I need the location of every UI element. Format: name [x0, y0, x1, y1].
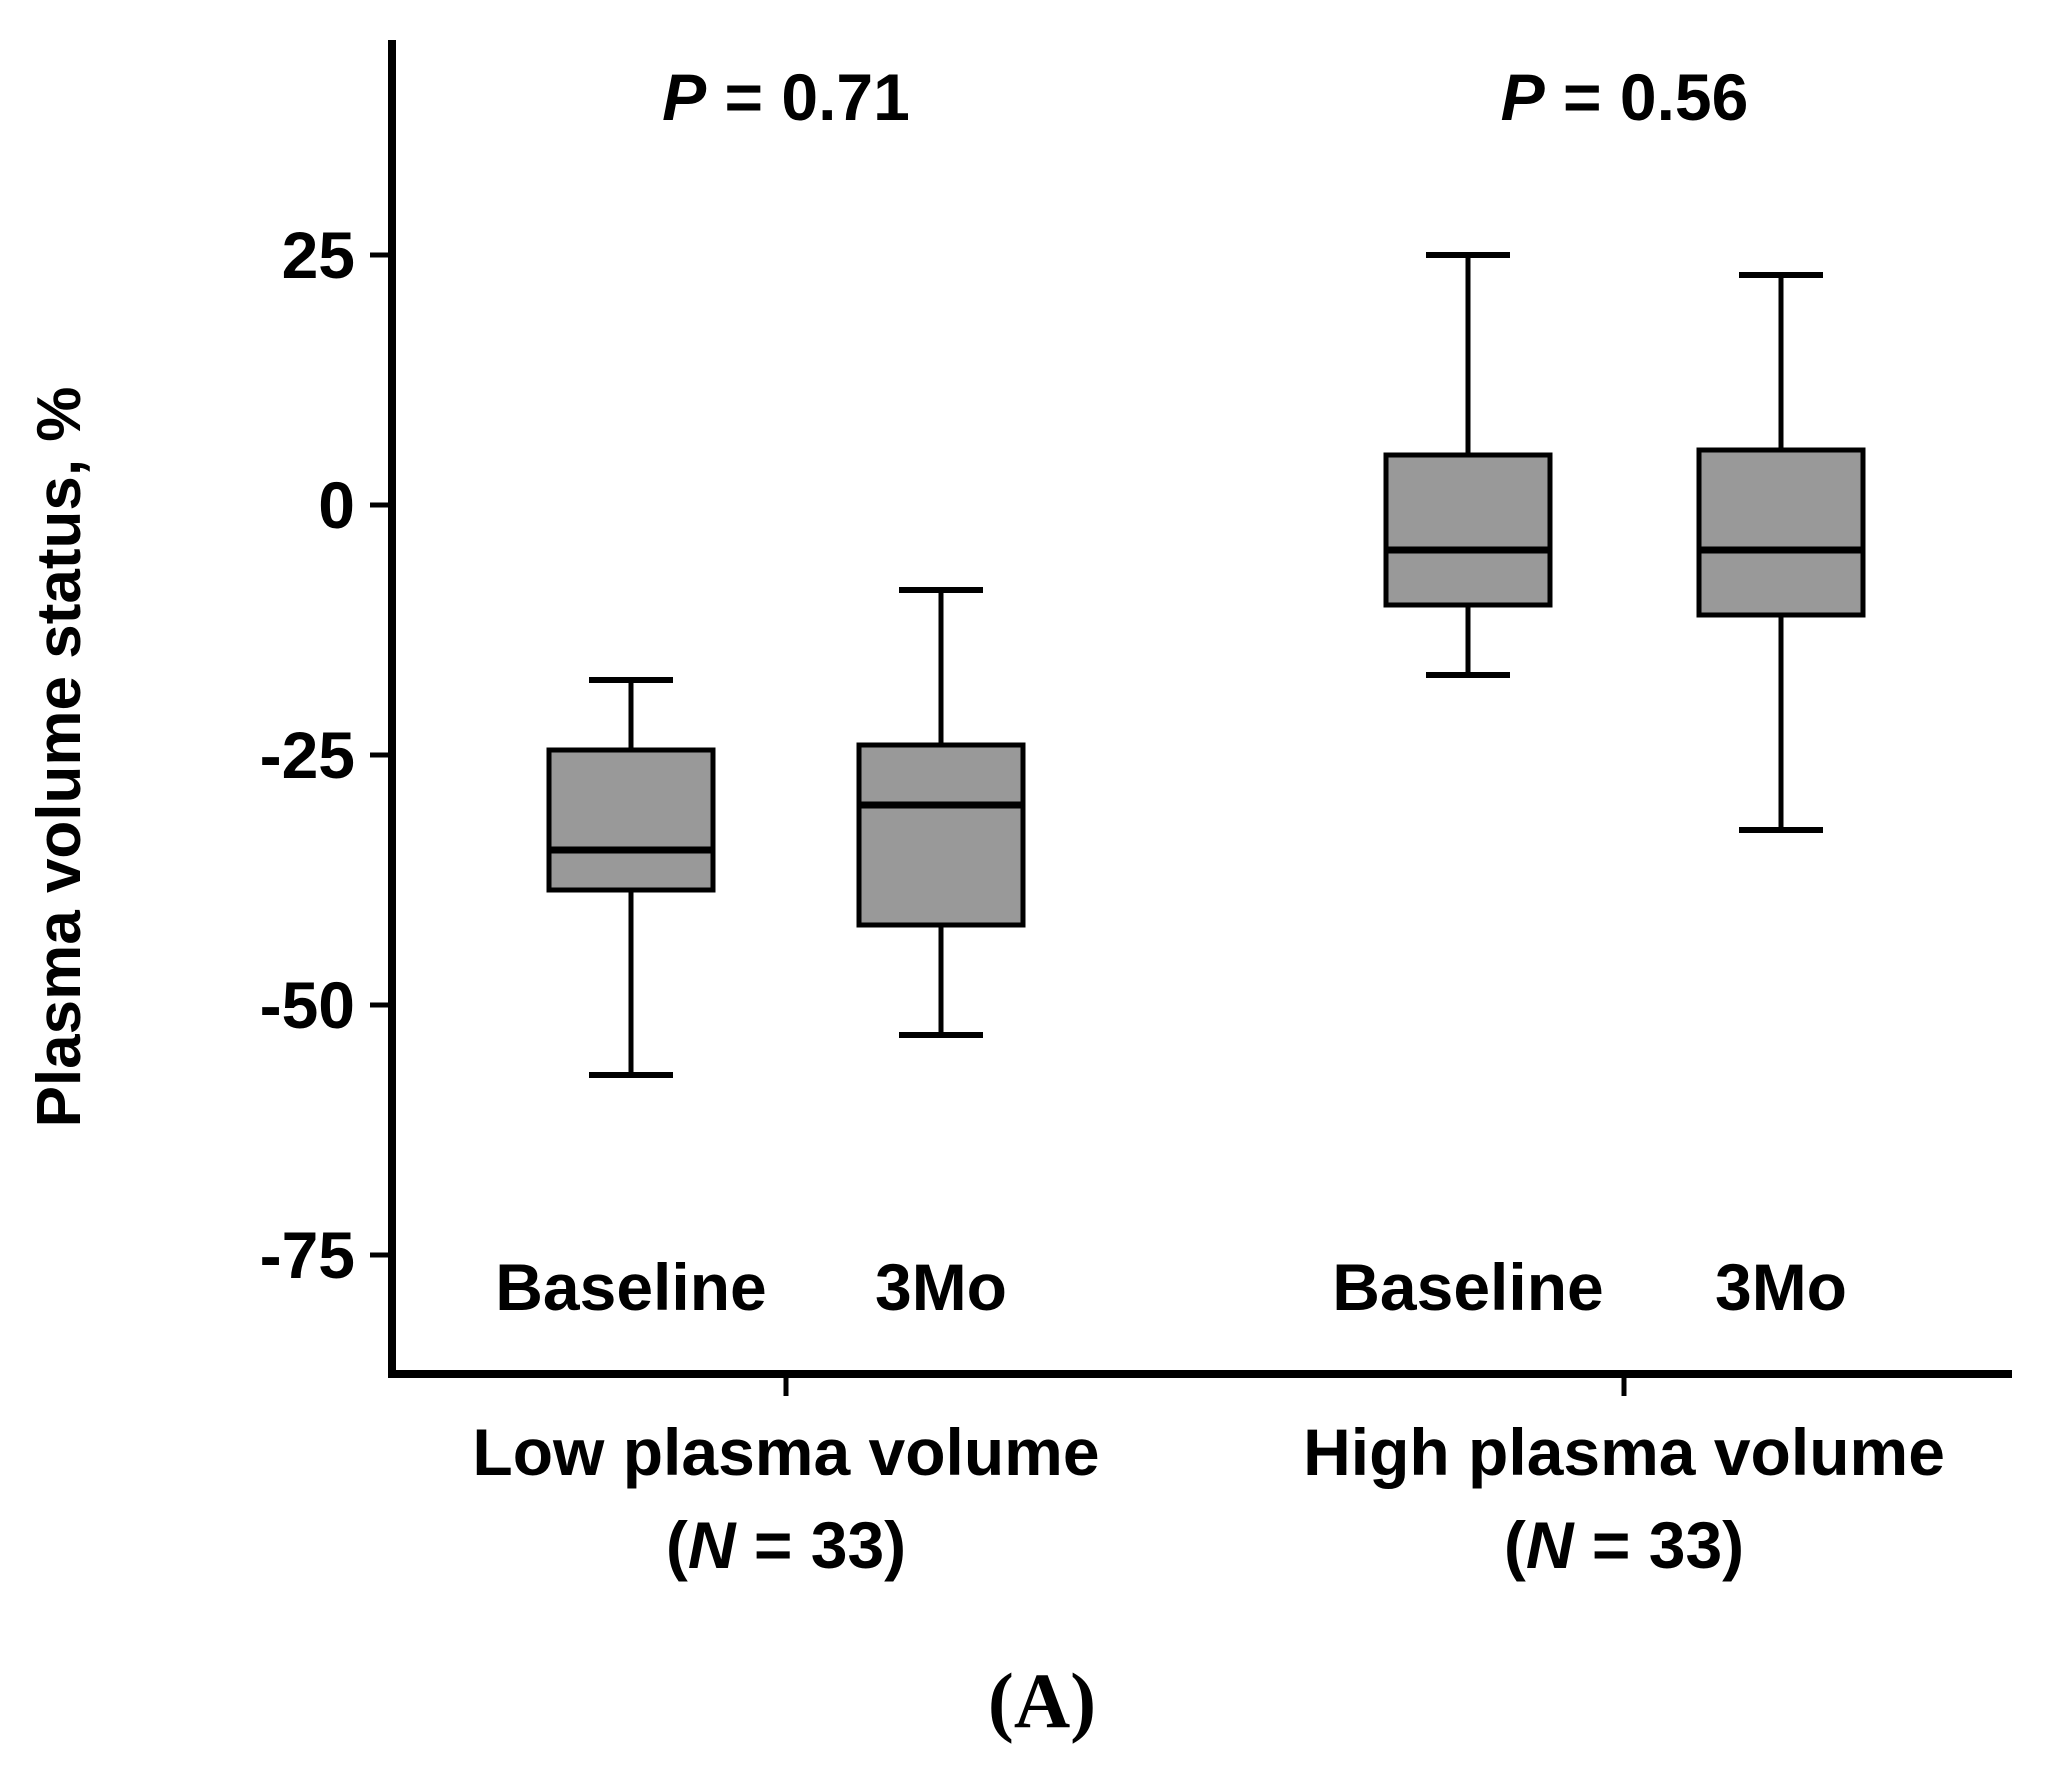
labels: Baseline 3Mo Low plasma volume (N = 33) P = …: [472, 60, 1945, 1582]
axes: [388, 40, 2012, 1378]
box-label: 3Mo: [875, 1250, 1007, 1324]
y-axis-label: Plasma volume status, %: [25, 387, 94, 1128]
iqr-box: [546, 747, 716, 893]
y-tick-label: 0: [318, 468, 355, 542]
box-label: Baseline: [1332, 1250, 1603, 1324]
iqr-box: [856, 742, 1026, 928]
group-name: Low plasma volume: [472, 1415, 1099, 1489]
x-ticks: [783, 1374, 1627, 1396]
y-tick-label: 25: [282, 218, 355, 292]
panel-label: (A): [988, 1657, 1096, 1744]
p-value: P = 0.71: [662, 60, 910, 134]
group-name: High plasma volume: [1303, 1415, 1945, 1489]
box-label: Baseline: [495, 1250, 766, 1324]
group-n: (N = 33): [1504, 1508, 1744, 1582]
box-high-3mo: [1696, 272, 1866, 833]
group-n: (N = 33): [666, 1508, 906, 1582]
box-label: 3Mo: [1715, 1250, 1847, 1324]
box-high-baseline: [1383, 252, 1553, 678]
iqr-box: [1383, 452, 1553, 608]
box-low-baseline: [546, 677, 716, 1078]
iqr-box: [1696, 447, 1866, 618]
boxes: [546, 252, 1866, 1078]
y-tick-label: -25: [260, 718, 355, 792]
box-low-3mo: [856, 587, 1026, 1038]
p-value: P = 0.56: [1501, 60, 1749, 134]
y-tick-label: -75: [260, 1218, 355, 1292]
y-ticks: 25 0 -25 -50 -75: [260, 218, 392, 1292]
y-tick-label: -50: [260, 968, 355, 1042]
